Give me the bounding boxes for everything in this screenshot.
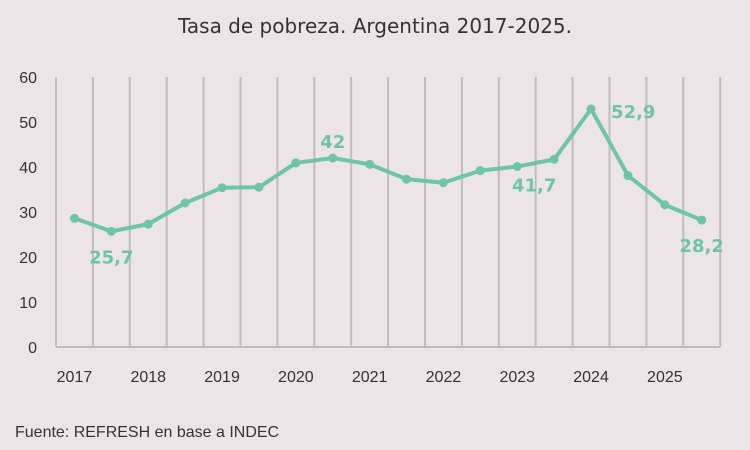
- data-point: [438, 178, 448, 188]
- y-axis: 0 10 20 30 40 50 60: [19, 70, 37, 357]
- data-point: [143, 219, 153, 229]
- series-tasa-pobreza: [69, 104, 707, 236]
- x-tick-label: 2024: [573, 369, 609, 386]
- y-tick-label: 60: [19, 70, 37, 87]
- gridlines: [55, 77, 722, 348]
- y-tick-label: 30: [19, 205, 37, 222]
- x-tick-label: 2021: [352, 369, 388, 386]
- data-point: [291, 158, 301, 168]
- chart-title: Tasa de pobreza. Argentina 2017-2025.: [177, 14, 573, 38]
- x-tick-label: 2022: [426, 369, 462, 386]
- data-point: [69, 213, 79, 223]
- x-tick-label: 2019: [204, 369, 240, 386]
- data-point: [328, 153, 338, 163]
- source-note: Fuente: REFRESH en base a INDEC: [15, 424, 280, 441]
- y-tick-label: 0: [28, 340, 37, 357]
- data-point: [475, 166, 485, 176]
- x-tick-label: 2025: [647, 369, 683, 386]
- data-point: [660, 200, 670, 210]
- y-tick-label: 50: [19, 115, 37, 132]
- data-point: [180, 198, 190, 208]
- x-tick-label: 2017: [57, 369, 93, 386]
- data-point: [217, 183, 227, 193]
- data-label: 52,9: [611, 102, 655, 123]
- x-tick-label: 2018: [130, 369, 166, 386]
- x-axis: 2017 2018 2019 2020 2021 2022 2023 2024 2025: [57, 369, 683, 386]
- data-point: [402, 174, 412, 184]
- data-point: [623, 171, 633, 181]
- data-labels: 25,7 42 41,7 52,9 28,2: [89, 102, 724, 268]
- data-point: [549, 154, 559, 164]
- y-tick-label: 40: [19, 160, 37, 177]
- data-label: 28,2: [680, 236, 724, 257]
- y-tick-label: 20: [19, 250, 37, 267]
- series-line: [72, 106, 704, 234]
- data-point: [254, 182, 264, 192]
- data-point: [586, 104, 596, 114]
- y-tick-label: 10: [19, 295, 37, 312]
- data-point: [697, 215, 707, 225]
- data-point: [512, 162, 522, 172]
- x-tick-label: 2023: [499, 369, 535, 386]
- data-point: [365, 159, 375, 169]
- data-label: 25,7: [89, 247, 133, 268]
- data-label: 42: [320, 132, 345, 153]
- data-point: [106, 226, 116, 236]
- x-tick-label: 2020: [278, 369, 314, 386]
- data-label: 41,7: [512, 175, 556, 196]
